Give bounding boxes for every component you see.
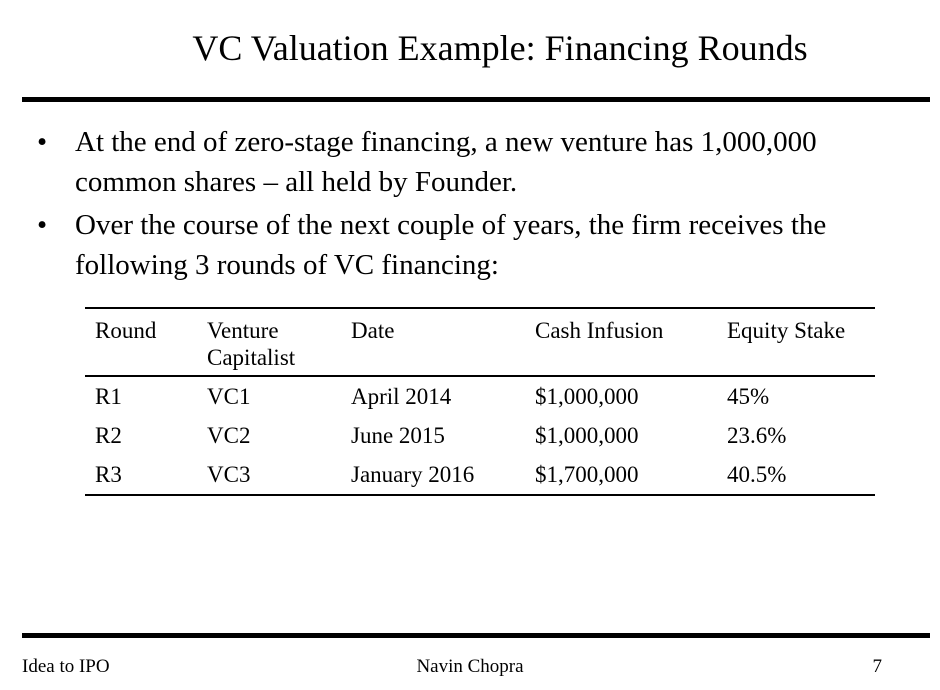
cell-cash-infusion: $1,700,000 (525, 455, 717, 496)
cell-venture-capitalist: VC1 (207, 384, 251, 409)
footer-divider (22, 633, 930, 638)
table-row: R3 VC3 January 2016 $1,700,000 40.5% (85, 455, 875, 496)
footer-author: Navin Chopra (416, 656, 524, 677)
footer-page-number: 7 (872, 656, 883, 677)
cell-equity-stake: 40.5% (717, 455, 875, 496)
cell-venture-capitalist: VC3 (197, 455, 341, 496)
bullet-icon: • (37, 209, 48, 241)
footer-course-name: Idea to IPO (22, 656, 110, 677)
bullet-text: At the end of zero-stage financing, a ne… (75, 126, 817, 198)
slide-title: VC Valuation Example: Financing Rounds (192, 28, 808, 68)
column-header-date: Date (341, 307, 525, 377)
column-header-venture-capitalist: Venture Capitalist (197, 307, 341, 377)
bullet-text: Over the course of the next couple of ye… (75, 209, 827, 281)
table-row: R2 VC2 June 2015 $1,000,000 23.6% (85, 416, 875, 455)
column-header-cash-infusion: Cash Infusion (525, 307, 717, 377)
bullet-list: • At the end of zero-stage financing, a … (0, 122, 940, 288)
cell-venture-capitalist: VC2 (207, 423, 251, 448)
bullet-item: • Over the course of the next couple of … (0, 205, 895, 285)
cell-date: June 2015 (351, 423, 445, 448)
title-divider (22, 97, 930, 102)
table-header-row: Round Venture Capitalist Date Cash Infus… (85, 307, 875, 377)
column-header-round: Round (85, 307, 197, 377)
cell-equity-stake: 45% (727, 384, 770, 409)
cell-round: R1 (95, 384, 122, 409)
cell-round: R3 (85, 455, 197, 496)
slide-title-container: VC Valuation Example: Financing Rounds (0, 26, 940, 70)
cell-equity-stake: 23.6% (727, 423, 787, 448)
financing-rounds-table: Round Venture Capitalist Date Cash Infus… (85, 307, 875, 496)
column-header-equity-stake: Equity Stake (717, 307, 875, 377)
bullet-item: • At the end of zero-stage financing, a … (0, 122, 895, 202)
cell-date: April 2014 (351, 384, 452, 409)
table-row: R1 VC1 April 2014 $1,000,000 45% (85, 376, 875, 416)
bullet-icon: • (37, 126, 48, 158)
cell-cash-infusion: $1,000,000 (535, 384, 639, 409)
cell-round: R2 (95, 423, 122, 448)
cell-cash-infusion: $1,000,000 (535, 423, 639, 448)
cell-date: January 2016 (341, 455, 525, 496)
